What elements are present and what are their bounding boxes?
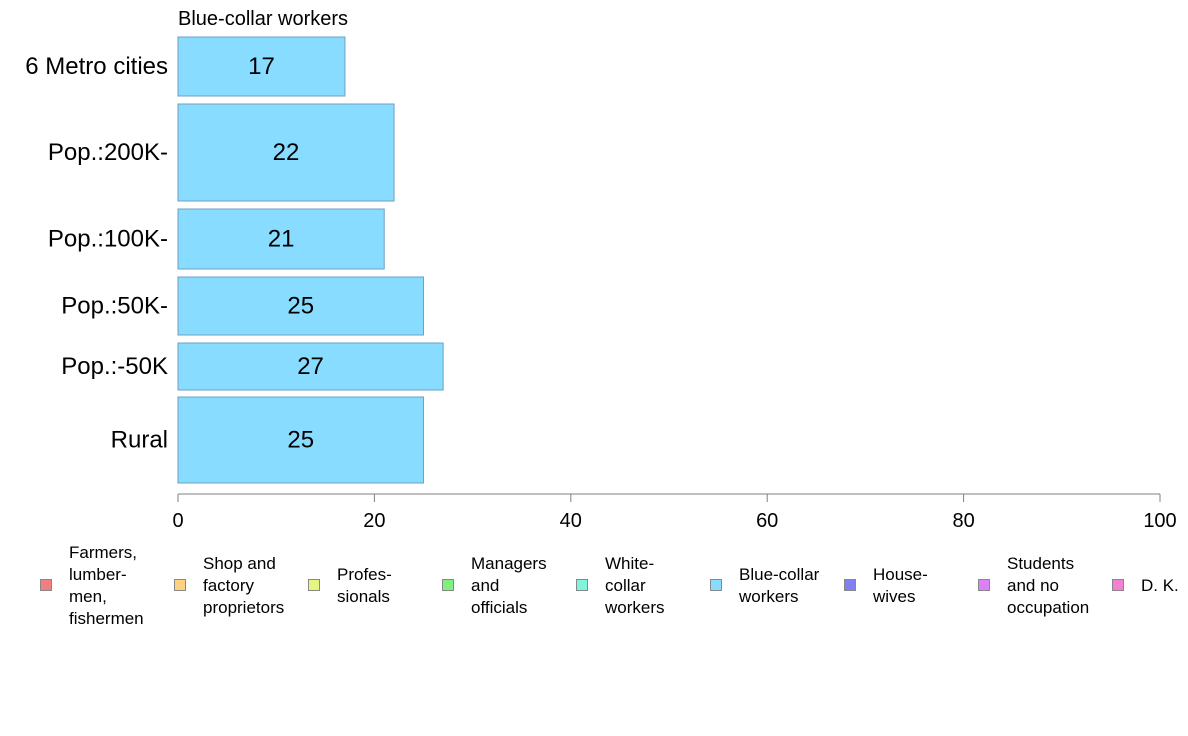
bar-chart: Blue-collar workers 17 22 21 25 27 25 6 Metro… — [25, 8, 1177, 532]
x-tick-label: 40 — [560, 510, 582, 532]
bar-value-label: 21 — [268, 226, 295, 253]
legend-item: Farmers, lumber- men, fishermen — [40, 542, 144, 630]
bars-group: 17 22 21 25 27 25 — [177, 36, 444, 484]
chart-title: Blue-collar workers — [178, 8, 348, 30]
category-label: Rural — [111, 427, 168, 454]
legend-label: Blue-collar workers — [739, 565, 820, 606]
x-tick-label: 0 — [172, 510, 183, 532]
category-label: 6 Metro cities — [25, 53, 168, 80]
legend-item: Blue-collar workers — [710, 542, 819, 630]
legend-swatch — [844, 579, 856, 591]
legend-label: White- collar workers — [605, 554, 665, 617]
legend-label: Shop and factory proprietors — [203, 554, 285, 617]
legend: Farmers, lumber- men, fishermen Shop and … — [40, 542, 1188, 632]
legend-label: House- wives — [873, 565, 928, 606]
legend-label: D. K. — [1141, 576, 1179, 595]
legend-swatch — [978, 579, 990, 591]
x-tick-label: 80 — [952, 510, 974, 532]
legend-item: D. K. — [1112, 542, 1179, 630]
legend-item: White- collar workers — [576, 542, 665, 630]
bar — [177, 103, 395, 202]
bar — [177, 396, 424, 484]
x-tick-label: 20 — [363, 510, 385, 532]
legend-swatch — [710, 579, 722, 591]
bar — [177, 342, 444, 391]
bar-value-label: 17 — [248, 53, 275, 80]
bar-value-label: 22 — [273, 139, 300, 166]
legend-label: Profes- sionals — [337, 565, 392, 606]
legend-item: Managers and officials — [442, 542, 547, 630]
bar-value-label: 25 — [287, 427, 314, 454]
legend-label: Students and no occupation — [1007, 554, 1090, 617]
bar — [177, 208, 385, 270]
legend-swatch — [576, 579, 588, 591]
legend-swatch — [442, 579, 454, 591]
legend-swatch — [40, 579, 52, 591]
legend-item: Profes- sionals — [308, 542, 392, 630]
category-labels: 6 Metro cities Pop.:200K- Pop.:100K- Pop.:5… — [25, 53, 168, 454]
bar — [177, 276, 424, 336]
x-tick-label: 100 — [1143, 510, 1176, 532]
legend-item: House- wives — [844, 542, 928, 630]
bar-value-label: 27 — [297, 353, 324, 380]
bar — [177, 36, 346, 97]
x-tick-label: 60 — [756, 510, 778, 532]
category-label: Pop.:100K- — [48, 226, 168, 253]
legend-label: Farmers, lumber- men, fishermen — [69, 543, 144, 628]
category-label: Pop.:50K- — [61, 293, 168, 320]
legend-swatch — [1112, 579, 1124, 591]
category-label: Pop.:200K- — [48, 139, 168, 166]
legend-item: Shop and factory proprietors — [174, 542, 284, 630]
bar-value-label: 25 — [287, 293, 314, 320]
legend-swatch — [308, 579, 320, 591]
category-label: Pop.:-50K — [61, 353, 168, 380]
legend-label: Managers and officials — [471, 554, 547, 617]
legend-swatch — [174, 579, 186, 591]
legend-item: Students and no occupation — [978, 542, 1089, 630]
x-axis: 0 20 40 60 80 100 — [172, 493, 1177, 532]
